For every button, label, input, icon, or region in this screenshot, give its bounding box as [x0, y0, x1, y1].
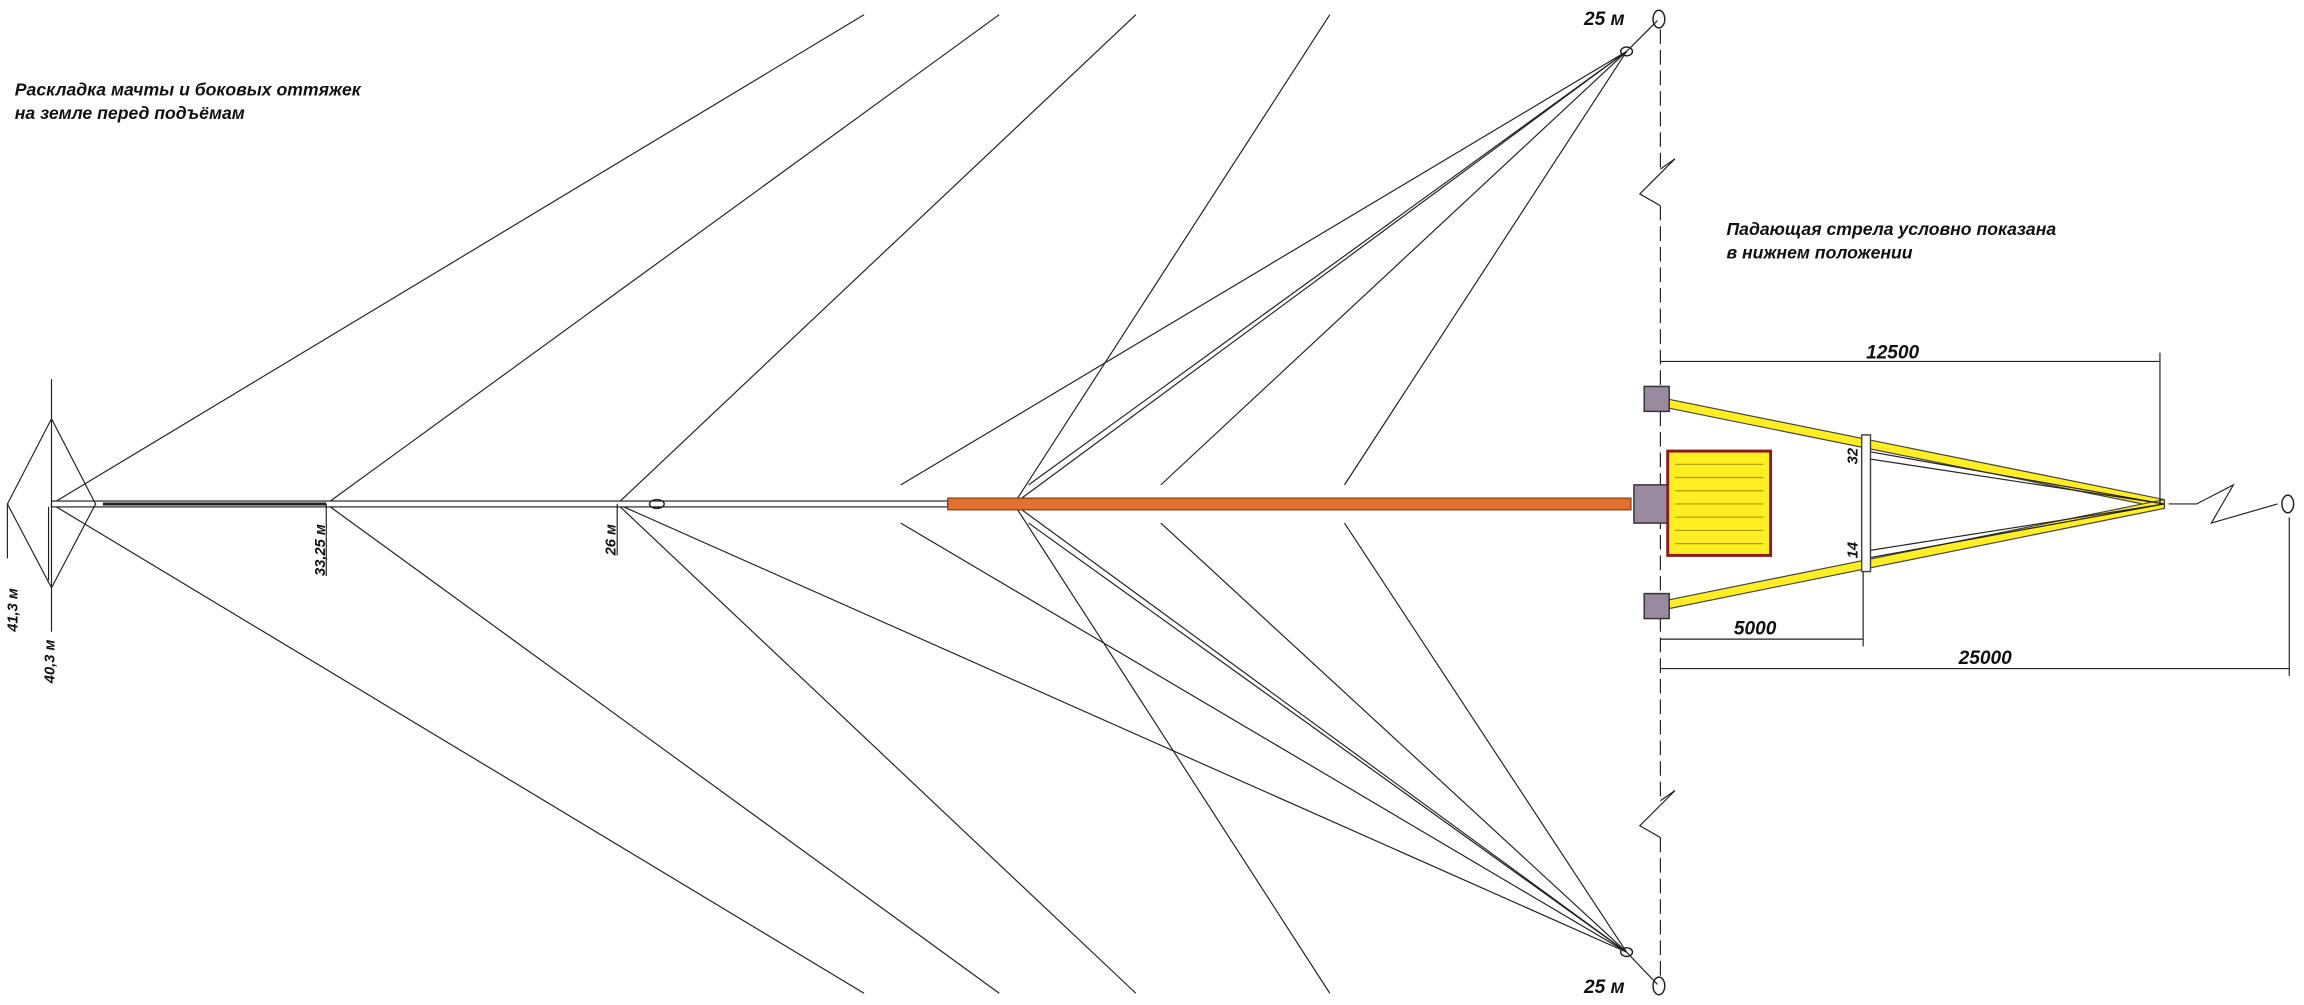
- mast-mark: 40,3 м: [42, 640, 58, 685]
- zero-mark: [1652, 9, 1666, 29]
- mast-top: [6, 379, 97, 632]
- joint: [648, 498, 665, 510]
- note: Раскладка мачты и боковых оттяжек: [15, 80, 362, 100]
- boom-cables: [1865, 450, 2165, 559]
- note: Падающая стрела условно показана: [1726, 219, 2056, 239]
- zero-mark: [2281, 494, 2295, 514]
- box: [1666, 449, 1773, 557]
- mast-mark: 33,25 м: [313, 524, 329, 576]
- break: [1638, 158, 2278, 839]
- anchor-label: 25 м: [1583, 977, 1625, 998]
- dimension-lines: [1660, 352, 2290, 676]
- labels: 25 м 25 м 12500 5000 25000: [1583, 9, 2012, 998]
- mast-mark: 41,3 м: [6, 588, 22, 633]
- frame-mark: 32: [1845, 447, 1861, 464]
- hinge: [1643, 385, 1670, 413]
- guy-lines: [51, 14, 1658, 994]
- dimension: 25000: [1958, 648, 2012, 669]
- hinge: [1643, 592, 1670, 620]
- anchor: [1619, 46, 1634, 57]
- mast-mark: 26 м: [604, 524, 620, 556]
- anchor-label: 25 м: [1583, 9, 1625, 30]
- frame-mark: 14: [1845, 542, 1861, 558]
- note: в нижнем положении: [1726, 243, 1912, 263]
- base: [1633, 484, 1673, 524]
- notes: Раскладка мачты и боковых оттяжек на зем…: [15, 80, 2057, 263]
- dimension: 5000: [1734, 619, 1777, 640]
- marks: 33,25 м 26 м 41,3 м 40,3 м 32 14: [6, 447, 1862, 684]
- anchor: [1619, 946, 1634, 958]
- mast-base: [947, 497, 1632, 511]
- note: на земле перед подъёмам: [15, 103, 245, 123]
- cross-bar: [1860, 434, 1872, 573]
- box-lines: [1675, 463, 1764, 545]
- zero-mark: [1652, 976, 1666, 996]
- dimension: 12500: [1866, 343, 1919, 364]
- leader: [47, 503, 618, 581]
